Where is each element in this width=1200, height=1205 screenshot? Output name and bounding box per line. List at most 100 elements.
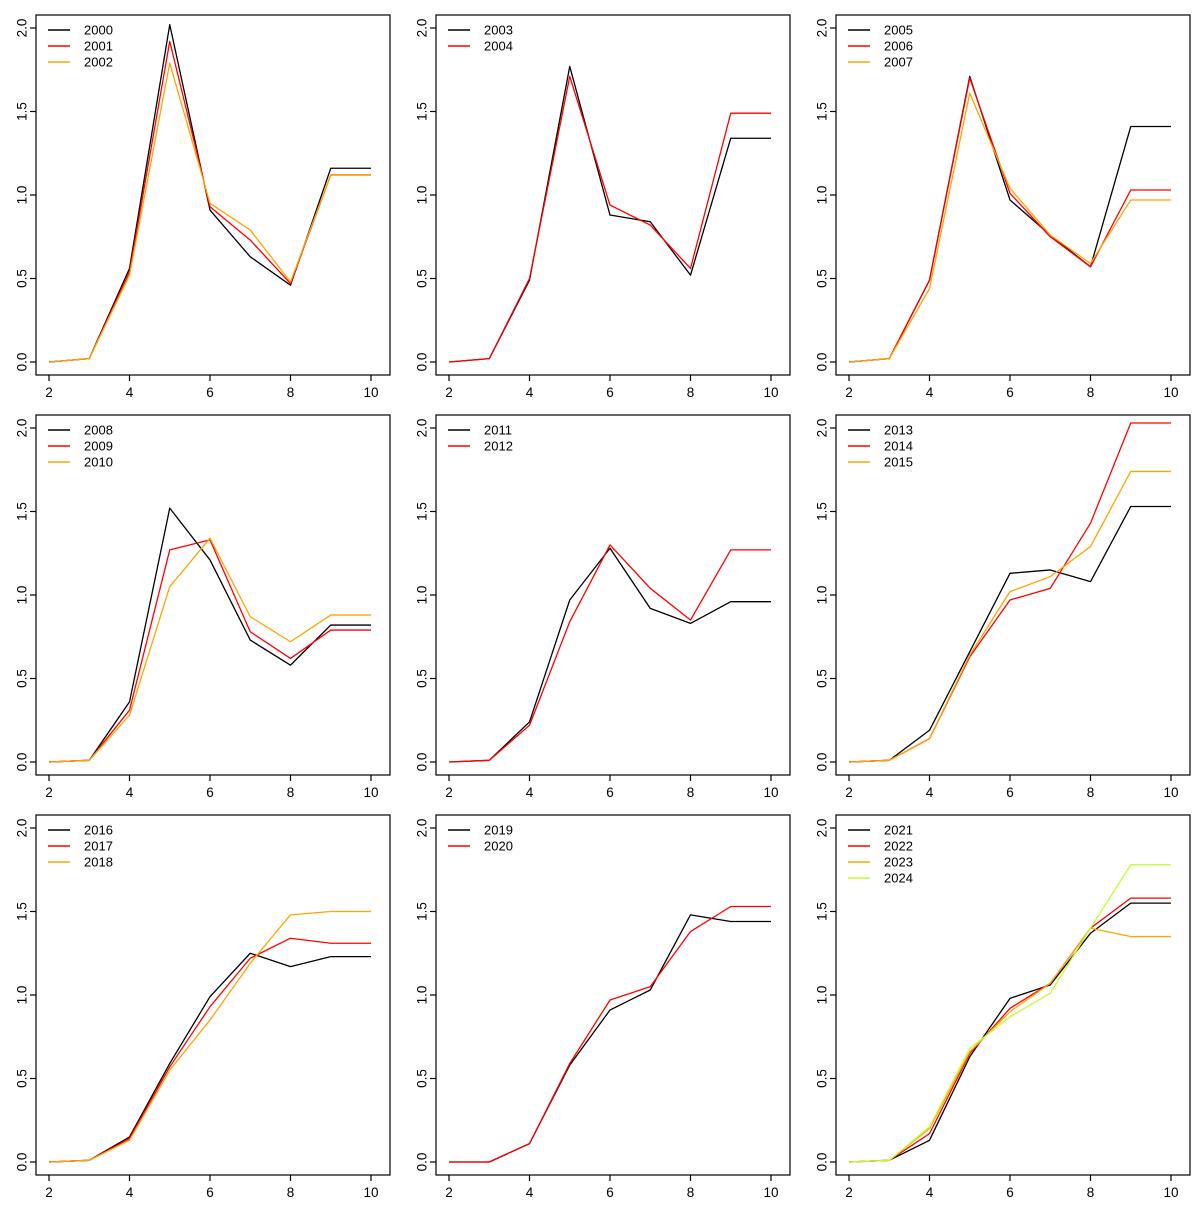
series-line-2023	[848, 927, 1171, 1163]
panel-2003-2004: 2 4 6 8 10 0.0 0.5 1.0 1.5 2.0 2003 2004	[400, 0, 800, 400]
series-line-2009	[48, 539, 371, 763]
y-axis: 0.0 0.5 1.0 1.5 2.0	[15, 819, 36, 1172]
legend-label: 2020	[484, 839, 513, 854]
x-tick-label: 2	[45, 1185, 53, 1200]
series-line-2019	[449, 914, 771, 1163]
y-tick-label: 1.0	[415, 586, 430, 605]
y-tick-label: 1.5	[15, 902, 30, 921]
plot-box	[435, 14, 791, 376]
y-tick-label: 1.0	[15, 986, 30, 1005]
y-tick-label: 2.0	[415, 419, 430, 438]
series-line-2005	[848, 75, 1171, 363]
y-tick-label: 1.0	[415, 186, 430, 205]
x-tick-label: 10	[363, 385, 378, 400]
y-tick-label: 0.0	[815, 353, 830, 372]
y-axis: 0.0 0.5 1.0 1.5 2.0	[15, 419, 36, 772]
y-tick-label: 1.0	[415, 986, 430, 1005]
legend-label: 2009	[84, 439, 113, 454]
legend-label: 2012	[484, 439, 513, 454]
y-tick-label: 1.5	[15, 102, 30, 121]
series-line-2021	[848, 902, 1171, 1163]
y-tick-label: 0.0	[815, 1153, 830, 1172]
series-line-2013	[848, 505, 1171, 763]
y-tick-label: 0.0	[15, 1153, 30, 1172]
y-tick-label: 0.0	[15, 753, 30, 772]
x-tick-label: 4	[926, 1185, 934, 1200]
series-line-2002	[48, 62, 371, 363]
x-axis: 2 4 6 8 10	[445, 775, 779, 800]
x-tick-label: 4	[126, 1185, 134, 1200]
y-tick-label: 0.5	[815, 269, 830, 288]
x-tick-label: 10	[363, 785, 378, 800]
x-tick-label: 6	[606, 385, 614, 400]
x-tick-label: 2	[445, 1185, 453, 1200]
x-axis: 2 4 6 8 10	[45, 375, 379, 400]
y-tick-label: 0.5	[15, 269, 30, 288]
series-line-2022	[848, 897, 1171, 1163]
y-tick-label: 1.5	[815, 502, 830, 521]
legend-label: 2016	[84, 823, 113, 838]
legend-label: 2003	[484, 23, 513, 38]
x-tick-label: 8	[1087, 1185, 1095, 1200]
x-tick-label: 2	[445, 785, 453, 800]
legend-label: 2010	[84, 455, 113, 470]
y-tick-label: 2.0	[415, 819, 430, 838]
x-tick-label: 4	[526, 385, 534, 400]
panel-2000-2002: 2 4 6 8 10 0.0 0.5 1.0 1.5 2.0 2000 2001 2002	[0, 0, 400, 400]
panel-2008-2010: 2 4 6 8 10 0.0 0.5 1.0 1.5 2.0 2008 2009 2010	[0, 400, 400, 800]
y-tick-label: 2.0	[415, 19, 430, 38]
y-axis: 0.0 0.5 1.0 1.5 2.0	[815, 419, 836, 771]
y-tick-label: 2.0	[15, 819, 30, 838]
series-line-2007	[848, 92, 1171, 363]
y-tick-label: 0.5	[415, 669, 430, 688]
series-line-2017	[48, 937, 371, 1163]
y-tick-label: 2.0	[15, 419, 30, 438]
series-line-2004	[448, 75, 771, 363]
x-tick-label: 2	[845, 785, 853, 800]
panel-2005-2007: 2 4 6 8 10 0.0 0.5 1.0 1.5 2.0 2005 2006 2007	[800, 0, 1200, 400]
x-tick-label: 2	[845, 1185, 853, 1200]
x-tick-label: 6	[206, 385, 214, 400]
y-axis: 0.0 0.5 1.0 1.5 2.0	[415, 19, 436, 371]
y-tick-label: 0.0	[415, 753, 430, 772]
series-line-2011	[448, 547, 771, 763]
y-tick-label: 0.0	[15, 353, 30, 372]
x-tick-label: 6	[606, 1185, 614, 1200]
legend-label: 2023	[884, 855, 913, 870]
x-tick-label: 10	[1163, 785, 1178, 800]
legend-label: 2004	[484, 39, 513, 54]
series-line-2012	[448, 544, 771, 763]
series-line-2018	[48, 910, 371, 1163]
x-tick-label: 4	[526, 1185, 534, 1200]
x-tick-label: 6	[1006, 1185, 1014, 1200]
x-tick-label: 8	[287, 1185, 295, 1200]
legend-label: 2014	[884, 439, 913, 454]
x-tick-label: 8	[1087, 385, 1095, 400]
y-tick-label: 1.5	[415, 502, 430, 521]
y-tick-label: 0.5	[815, 1069, 830, 1088]
legend-label: 2017	[84, 839, 113, 854]
y-tick-label: 1.0	[815, 986, 830, 1005]
x-tick-label: 6	[1006, 785, 1014, 800]
x-tick-label: 10	[763, 385, 778, 400]
x-tick-label: 4	[126, 785, 134, 800]
y-tick-label: 1.5	[15, 502, 30, 521]
series-line-2003	[448, 65, 771, 363]
y-tick-label: 2.0	[815, 19, 830, 38]
y-axis: 0.0 0.5 1.0 1.5 2.0	[15, 19, 36, 372]
x-tick-label: 6	[206, 1185, 214, 1200]
y-tick-label: 0.5	[15, 669, 30, 688]
x-tick-label: 2	[445, 385, 453, 400]
x-tick-label: 10	[763, 785, 778, 800]
y-tick-label: 1.0	[815, 586, 830, 605]
panel-2019-2020: 2 4 6 8 10 0.0 0.5 1.0 1.5 2.0 2019 2020	[400, 800, 800, 1200]
x-tick-label: 2	[45, 785, 53, 800]
